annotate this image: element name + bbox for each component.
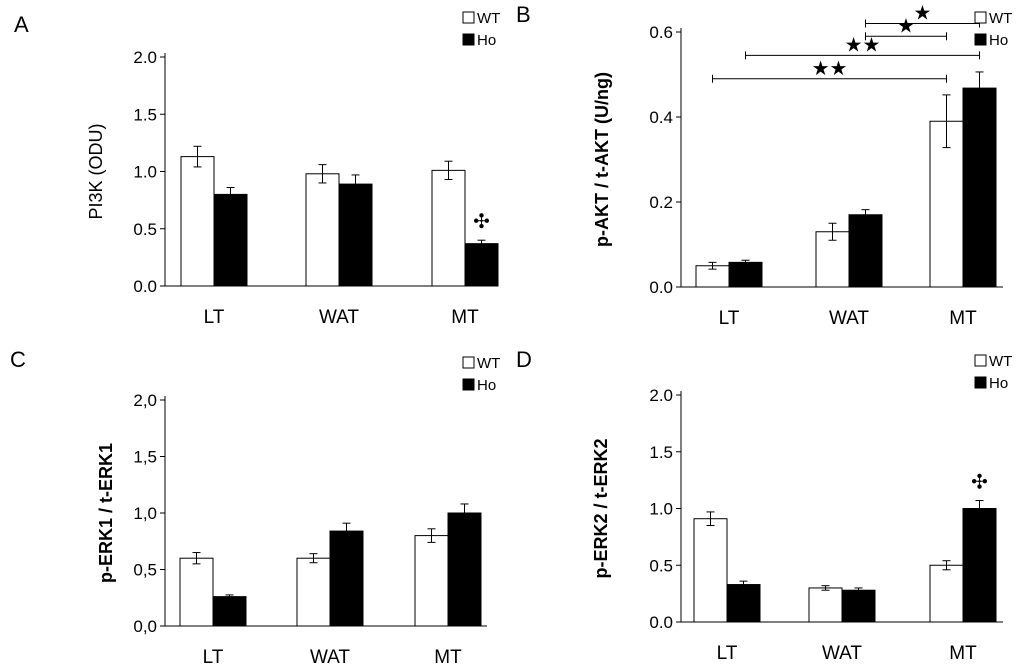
y-tick-label: 0.0	[649, 278, 673, 297]
y-tick-label: 2.0	[649, 386, 673, 405]
y-tick-label: 2,0	[133, 391, 157, 410]
bar-wt	[431, 169, 466, 287]
y-tick-label: 0.4	[649, 108, 673, 127]
legend-swatch-ho	[974, 376, 987, 389]
y-axis-label: p-AKT / t-AKT (U/ng)	[592, 72, 612, 247]
legend-swatch-wt	[462, 11, 475, 24]
bar-ho	[338, 183, 373, 287]
bracket-label: ★★	[845, 34, 881, 56]
bracket-label: ★	[914, 3, 932, 25]
legend-swatch-ho	[462, 378, 475, 391]
y-tick-label: 0,5	[133, 561, 157, 580]
bar-wt	[180, 156, 215, 287]
bracket-label: ★★	[812, 58, 848, 80]
legend-swatch-ho	[462, 33, 475, 46]
bar-wt	[929, 564, 964, 623]
x-tick-label: WAT	[829, 308, 869, 329]
x-tick-label: LT	[719, 308, 740, 329]
bar-wt	[305, 173, 340, 287]
y-tick-label: 1.0	[649, 500, 673, 519]
legend-label: Ho	[989, 32, 1008, 49]
panel-letter: A	[14, 12, 29, 37]
x-tick-label: LT	[717, 643, 738, 664]
panel-letter: D	[516, 347, 532, 372]
x-tick-label: MT	[451, 307, 479, 328]
panel-letter: C	[10, 347, 26, 372]
bar-wt	[179, 557, 214, 627]
panel-d: D 0.0 0.5 1.0 1.5 2.0 p-ERK2 / t-ERK2 LT WAT MT ✣ W…	[516, 347, 1012, 664]
x-tick-label: LT	[203, 647, 224, 667]
y-tick-label: 2.0	[133, 48, 157, 67]
y-tick-label: 0.0	[133, 277, 157, 296]
legend-label: WT	[477, 355, 500, 372]
x-tick-label: WAT	[319, 307, 359, 328]
y-tick-label: 0.0	[649, 613, 673, 632]
y-tick-label: 0,0	[133, 617, 157, 636]
bar-ho	[212, 596, 247, 627]
bar-wt	[414, 535, 449, 627]
bar-wt	[693, 518, 728, 623]
bracket-label: ★	[897, 15, 915, 37]
bar-ho	[848, 214, 883, 288]
legend-swatch-wt	[974, 354, 987, 367]
bar-ho	[329, 530, 364, 627]
bar-ho	[962, 508, 997, 623]
y-tick-label: 1.5	[133, 105, 157, 124]
bar-ho	[962, 87, 997, 288]
bar-ho	[213, 193, 248, 287]
x-tick-label: LT	[204, 307, 225, 328]
legend-swatch-wt	[462, 356, 475, 369]
legend-label: WT	[989, 353, 1012, 370]
panel-c: C 0,0 0,5 1,0 1,5 2,0 p-ERK1 / t-ERK1 LT WAT MT WT…	[10, 347, 500, 668]
y-tick-label: 1,5	[133, 448, 157, 467]
x-tick-label: MT	[949, 308, 977, 329]
y-tick-label: 1.5	[649, 443, 673, 462]
legend-label: Ho	[477, 32, 496, 49]
y-tick-label: 0.6	[649, 23, 673, 42]
panel-letter: B	[516, 2, 531, 27]
legend-label: WT	[477, 10, 500, 27]
y-tick-label: 1.0	[133, 163, 157, 182]
x-tick-label: MT	[434, 647, 462, 667]
legend-label: WT	[989, 10, 1012, 27]
panel-a: A 0.0 0.5 1.0 1.5 2.0 PI3K (ODU) LT WAT MT ✣ WT Ho	[14, 10, 500, 328]
significance-mark: ✣	[473, 211, 490, 233]
bar-ho	[726, 584, 761, 623]
bar-wt	[929, 120, 964, 288]
panel-b: B 0.0 0.2 0.4 0.6 p-AKT / t-AKT (U/ng) LT WAT MT…	[516, 2, 1012, 329]
legend-label: Ho	[989, 375, 1008, 392]
bar-ho	[728, 261, 763, 288]
bar-ho	[447, 512, 482, 627]
bar-ho	[841, 589, 876, 623]
y-axis-label: p-ERK1 / t-ERK1	[96, 443, 116, 583]
y-axis-label: p-ERK2 / t-ERK2	[591, 438, 611, 578]
bar-ho	[464, 243, 499, 287]
y-axis-label: PI3K (ODU)	[86, 123, 106, 219]
y-tick-label: 0.5	[649, 556, 673, 575]
legend-label: Ho	[477, 377, 496, 394]
bar-wt	[808, 587, 843, 623]
x-tick-label: WAT	[310, 647, 350, 667]
y-tick-label: 0.2	[649, 193, 673, 212]
legend-swatch-ho	[974, 33, 987, 46]
legend-swatch-wt	[974, 11, 987, 24]
significance-mark: ✣	[971, 472, 988, 494]
x-tick-label: WAT	[822, 643, 862, 664]
x-tick-label: MT	[949, 643, 977, 664]
y-tick-label: 0.5	[133, 220, 157, 239]
y-tick-label: 1,0	[133, 504, 157, 523]
bar-wt	[296, 557, 331, 627]
